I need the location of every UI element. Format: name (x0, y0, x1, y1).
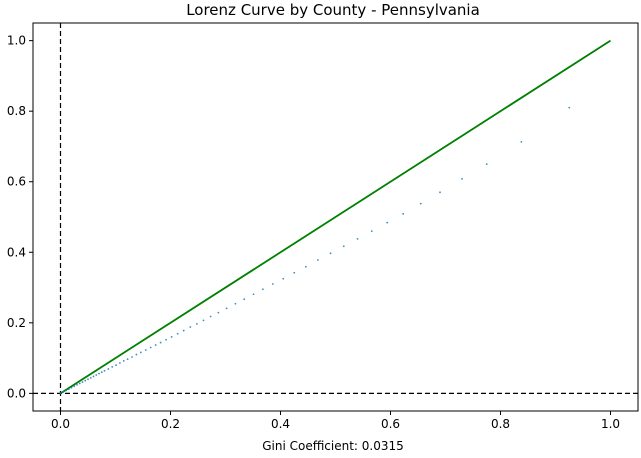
lorenz-point (293, 271, 296, 274)
lorenz-point (282, 277, 285, 280)
lorenz-point (95, 374, 98, 376)
lorenz-point (70, 386, 73, 389)
lorenz-point (370, 230, 373, 233)
lorenz-point (135, 353, 138, 356)
lorenz-point (243, 298, 246, 301)
lorenz-point (111, 366, 114, 368)
lorenz-point (217, 311, 220, 314)
y-tick-label: 0.2 (7, 316, 26, 330)
y-axis-ticks: 0.0 0.2 0.4 0.6 0.8 1.0 (7, 34, 33, 400)
lorenz-point (225, 307, 228, 310)
lorenz-point (119, 362, 121, 364)
x-tick-label: 0.4 (271, 417, 290, 431)
lorenz-point (98, 372, 100, 375)
lorenz-point (87, 378, 89, 381)
lorenz-points (59, 106, 571, 395)
lorenz-point (252, 293, 255, 296)
lorenz-point (78, 382, 81, 385)
lorenz-point (386, 221, 389, 224)
lorenz-point (329, 252, 332, 255)
chart-title: Lorenz Curve by County - Pennsylvania (186, 1, 480, 19)
y-tick-label: 0.4 (7, 245, 26, 259)
lorenz-point (189, 326, 192, 328)
lorenz-point (122, 360, 125, 362)
lorenz-point (520, 140, 523, 143)
lorenz-point (81, 381, 84, 383)
lorenz-point (209, 315, 212, 318)
lorenz-point (144, 349, 147, 351)
equality-line (60, 39, 611, 395)
lorenz-point (461, 178, 463, 180)
lorenz-point (131, 356, 133, 358)
lorenz-point (234, 302, 237, 305)
lorenz-point (139, 351, 142, 354)
y-tick-label: 1.0 (7, 34, 26, 48)
lorenz-point (165, 338, 168, 341)
lorenz-point (356, 237, 359, 240)
lorenz-point (67, 388, 70, 391)
lorenz-point (439, 191, 441, 194)
lorenz-point (62, 391, 65, 393)
lorenz-point (100, 371, 103, 374)
lorenz-point (59, 392, 62, 395)
lorenz-point (103, 369, 106, 372)
lorenz-point (89, 376, 92, 379)
lorenz-point (485, 163, 488, 165)
lorenz-point (342, 245, 345, 248)
lorenz-point (196, 322, 198, 325)
lorenz-point (149, 346, 152, 349)
y-tick-label: 0.8 (7, 104, 26, 118)
lorenz-point (202, 319, 205, 322)
lorenz-point (262, 288, 264, 291)
x-tick-label: 0.8 (491, 417, 510, 431)
lorenz-point (271, 283, 274, 285)
lorenz-point (154, 344, 157, 346)
lorenz-point (419, 202, 422, 205)
lorenz-point (304, 265, 307, 268)
lorenz-point (76, 383, 78, 386)
lorenz-point (107, 368, 110, 370)
x-axis-label: Gini Coefficient: 0.0315 (262, 439, 404, 453)
y-tick-label: 0.6 (7, 175, 26, 189)
lorenz-point (92, 375, 95, 378)
lorenz-point (568, 106, 571, 109)
lorenz-point (176, 332, 179, 335)
lorenz-point (182, 329, 185, 332)
lorenz-point (65, 389, 67, 392)
x-axis-ticks: 0.0 0.2 0.4 0.6 0.8 1.0 (51, 411, 620, 431)
lorenz-point (126, 358, 129, 361)
lorenz-point (73, 385, 76, 388)
x-tick-label: 0.0 (51, 417, 70, 431)
x-tick-label: 1.0 (601, 417, 620, 431)
lorenz-point (159, 341, 162, 344)
lorenz-point (170, 336, 173, 338)
lorenz-point (317, 259, 319, 261)
x-tick-label: 0.2 (161, 417, 180, 431)
x-tick-label: 0.6 (381, 417, 400, 431)
lorenz-point (84, 379, 87, 382)
lorenz-point (402, 212, 405, 215)
lorenz-point (115, 364, 117, 367)
y-tick-label: 0.0 (7, 386, 26, 400)
